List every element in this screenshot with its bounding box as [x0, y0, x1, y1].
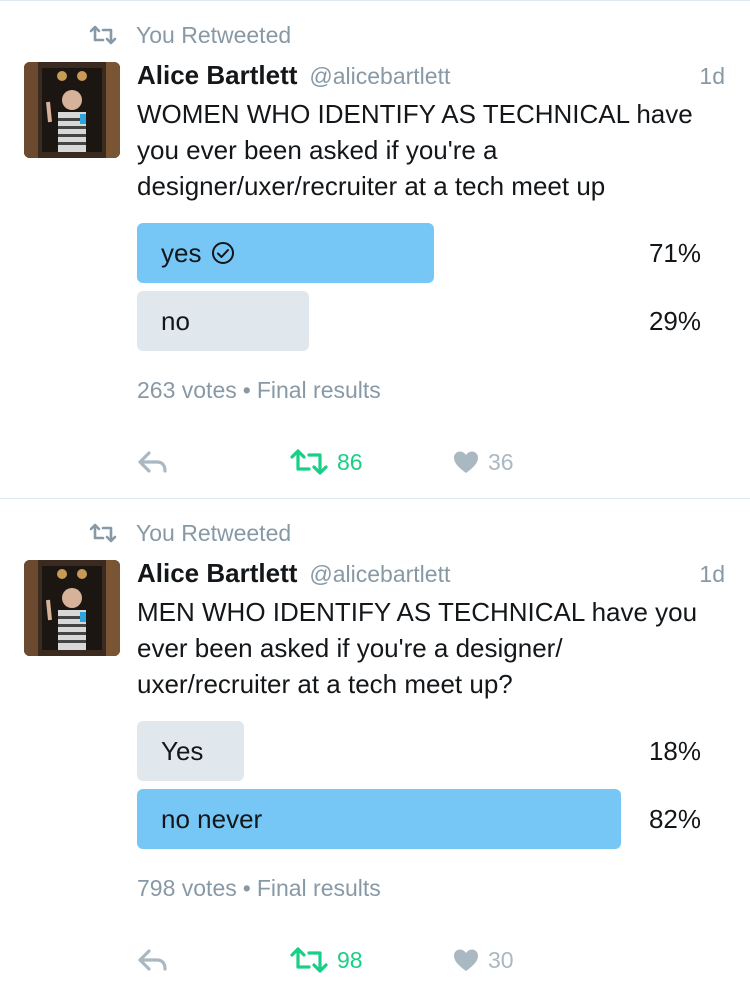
like-button[interactable]: 36 — [452, 442, 514, 482]
tweet-actions: 86 36 — [137, 442, 712, 482]
poll-bar — [137, 721, 244, 781]
author-name[interactable]: Alice Bartlett — [137, 60, 298, 90]
heart-icon — [454, 949, 478, 971]
retweet-context: You Retweeted — [88, 518, 291, 548]
reply-button[interactable] — [137, 442, 169, 482]
author-name[interactable]: Alice Bartlett — [137, 558, 298, 588]
poll-votes: 263 votes — [137, 377, 237, 403]
reply-icon — [138, 949, 167, 971]
retweet-icon — [290, 449, 328, 475]
tweet-text: WOMEN WHO IDENTIFY AS TECHNICAL have you… — [137, 99, 693, 201]
tweet-actions: 98 30 — [137, 940, 712, 980]
like-count: 30 — [488, 946, 514, 973]
poll-option-percent: 29% — [648, 306, 701, 336]
tweet[interactable]: You Retweeted Alice Bartlett @alicebartl… — [0, 0, 750, 498]
retweet-icon — [88, 522, 124, 544]
poll-bar — [137, 223, 434, 283]
tweet-divider — [0, 498, 750, 499]
reply-icon — [138, 451, 167, 473]
retweet-count: 98 — [337, 946, 363, 973]
tweet-divider — [0, 0, 750, 1]
tweet-time[interactable]: 1d — [699, 63, 725, 89]
tweet-time[interactable]: 1d — [699, 561, 725, 587]
like-button[interactable]: 30 — [452, 940, 514, 980]
tweet-text: MEN WHO IDENTIFY AS TECHNICAL have you e… — [137, 597, 698, 699]
poll-status: Final results — [256, 377, 381, 403]
author-line[interactable]: Alice Bartlett @alicebartlett — [137, 60, 450, 94]
tweet[interactable]: You Retweeted Alice Bartlett @alicebartl… — [0, 498, 750, 996]
retweet-label: You Retweeted — [136, 519, 292, 546]
poll-bar — [137, 789, 621, 849]
poll-option-label: no — [161, 306, 190, 336]
poll-option: no 29% — [137, 291, 712, 351]
poll-option: Yes 18% — [137, 721, 712, 781]
poll-option-label: Yes — [161, 736, 204, 766]
reply-button[interactable] — [137, 940, 169, 980]
heart-icon — [454, 451, 478, 473]
poll-option-percent: 82% — [648, 804, 701, 834]
retweet-icon — [290, 947, 328, 973]
avatar[interactable] — [24, 62, 120, 158]
poll-option-label: yes — [161, 223, 235, 283]
poll-votes: 798 votes — [137, 875, 237, 901]
poll-option: no never 82% — [137, 789, 712, 849]
poll-option-percent: 71% — [648, 238, 701, 268]
retweet-button[interactable]: 98 — [289, 940, 363, 980]
poll-status: Final results — [256, 875, 381, 901]
author-handle[interactable]: @alicebartlett — [309, 561, 451, 587]
poll-option: yes 71% — [137, 223, 712, 283]
poll-meta: 798 votes • Final results — [137, 875, 381, 901]
poll-option-label: no never — [161, 804, 263, 834]
avatar[interactable] — [24, 560, 120, 656]
poll-bar — [137, 291, 309, 351]
retweet-count: 86 — [337, 448, 363, 475]
retweet-label: You Retweeted — [136, 21, 292, 48]
author-line[interactable]: Alice Bartlett @alicebartlett — [137, 558, 450, 592]
author-handle[interactable]: @alicebartlett — [309, 63, 451, 89]
check-circle-icon — [212, 242, 235, 264]
poll-meta: 263 votes • Final results — [137, 377, 381, 403]
like-count: 36 — [488, 448, 514, 475]
poll-option-percent: 18% — [648, 736, 701, 766]
retweet-button[interactable]: 86 — [289, 442, 363, 482]
retweet-icon — [88, 24, 124, 46]
retweet-context: You Retweeted — [88, 20, 291, 50]
